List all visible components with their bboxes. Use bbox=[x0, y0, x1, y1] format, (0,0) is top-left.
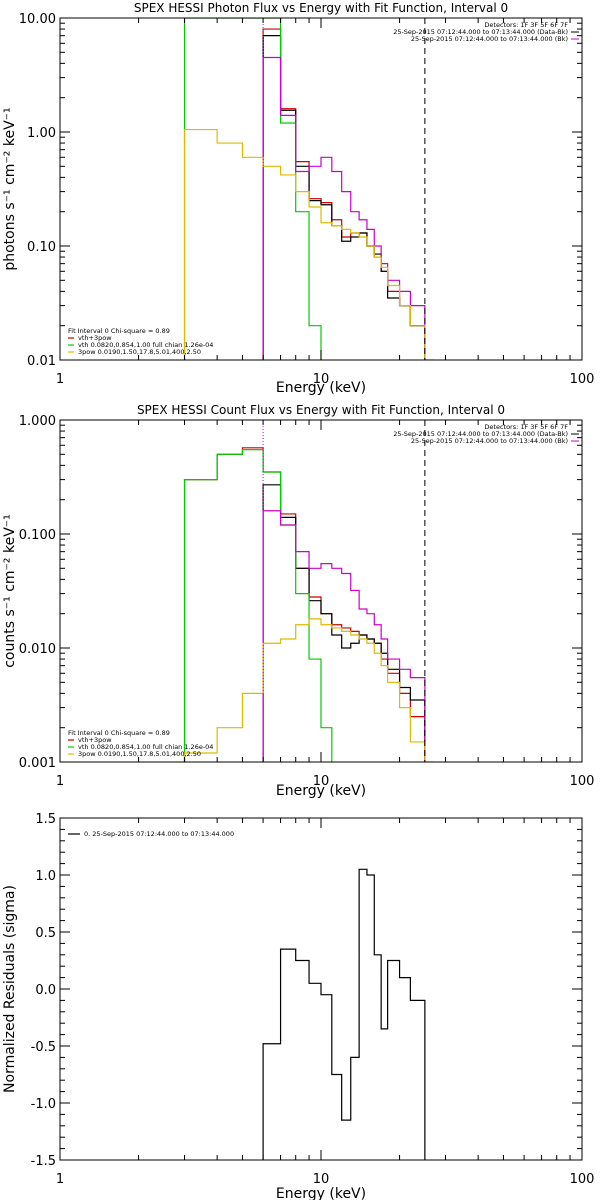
y-tick-label: -1.5 bbox=[31, 1154, 56, 1169]
chart-title: SPEX HESSI Count Flux vs Energy with Fit… bbox=[137, 403, 505, 417]
legend-bottom-entry: vth+3pow bbox=[78, 736, 112, 744]
legend-top-entry: 25-Sep-2015 07:12:44.000 to 07:13:44.000… bbox=[393, 430, 568, 438]
y-tick-label: 1.000 bbox=[19, 414, 56, 429]
legend-top-entry: Detectors: 1F 3F 5F 6F 7F bbox=[484, 423, 568, 431]
series-line-2 bbox=[262, 484, 426, 762]
y-tick-label: 0.5 bbox=[35, 926, 56, 941]
y-tick-label: 0.010 bbox=[19, 642, 56, 657]
chart-title: SPEX HESSI Photon Flux vs Energy with Fi… bbox=[134, 1, 508, 15]
y-tick-label: 1.00 bbox=[27, 126, 56, 141]
legend-top-entry: 0. 25-Sep-2015 07:12:44.000 to 07:13:44.… bbox=[84, 830, 234, 838]
series-line-4 bbox=[262, 56, 426, 360]
series-line-4 bbox=[262, 510, 426, 762]
x-tick-label: 100 bbox=[570, 1172, 595, 1187]
legend-top-entry: Detectors: 1F 3F 5F 6F 7F bbox=[484, 21, 568, 29]
y-axis-title: Normalized Residuals (sigma) bbox=[2, 885, 18, 1093]
y-tick-label: 0.01 bbox=[27, 354, 56, 369]
y-axis-title: counts s⁻¹ cm⁻² keV⁻¹ bbox=[2, 514, 18, 668]
series-group bbox=[183, 447, 434, 762]
y-tick-label: 0.10 bbox=[27, 240, 56, 255]
legend-bottom-entry: Fit Interval 0 Chi-square = 0.89 bbox=[68, 729, 170, 737]
x-tick-label: 1 bbox=[56, 372, 64, 387]
series-line-3 bbox=[183, 18, 322, 360]
legend-bottom-entry: 3pow 0.0190,1.50,17.8,5.01,400,2.50 bbox=[78, 750, 201, 758]
y-tick-label: 0.100 bbox=[19, 528, 56, 543]
legend-bottom-entry: vth+3pow bbox=[78, 334, 112, 342]
y-tick-label: 0.001 bbox=[19, 756, 56, 771]
legend-top-entry: 25-Sep-2015 07:12:44.000 to 07:13:44.000… bbox=[393, 28, 568, 36]
y-tick-label: 10.00 bbox=[19, 12, 56, 27]
x-tick-label: 10 bbox=[313, 372, 330, 387]
x-tick-label: 10 bbox=[313, 1172, 330, 1187]
series-line-1 bbox=[262, 868, 426, 1160]
y-tick-label: -0.5 bbox=[31, 1040, 56, 1055]
legend-bottom-entry: vth 0.0820,0.854,1.00 full chian 1.26e-0… bbox=[78, 743, 213, 751]
x-tick-label: 10 bbox=[313, 774, 330, 789]
legend-top-entry: 25-Sep-2015 07:12:44.000 to 07:13:44.000… bbox=[411, 437, 568, 445]
y-axis-title: photons s⁻¹ cm⁻² keV⁻¹ bbox=[2, 107, 18, 270]
series-line-3 bbox=[183, 448, 333, 762]
y-tick-label: 0.0 bbox=[35, 983, 56, 998]
series-line-5 bbox=[183, 618, 434, 762]
series-line-1 bbox=[183, 447, 426, 762]
y-tick-label: 1.0 bbox=[35, 869, 56, 884]
y-tick-label: 1.5 bbox=[35, 812, 56, 827]
y-tick-label: -1.0 bbox=[31, 1097, 56, 1112]
chart-panel-2: SPEX HESSI Count Flux vs Energy with Fit… bbox=[2, 403, 594, 799]
legend-bottom-entry: vth 0.0820,0.854,1.00 full chian 1.26e-0… bbox=[78, 341, 213, 349]
legend-top-entry: 25-Sep-2015 07:12:44.000 to 07:13:44.000… bbox=[411, 35, 568, 43]
x-tick-label: 100 bbox=[570, 372, 595, 387]
series-line-5 bbox=[183, 128, 434, 360]
x-axis-title: Energy (keV) bbox=[276, 1186, 366, 1200]
x-axis-title: Energy (keV) bbox=[276, 783, 366, 799]
x-tick-label: 1 bbox=[56, 1172, 64, 1187]
legend-bottom-entry: 3pow 0.0190,1.50,17.8,5.01,400,2.50 bbox=[78, 348, 201, 356]
series-line-1 bbox=[262, 28, 426, 360]
plot-frame bbox=[59, 17, 583, 361]
series-group bbox=[183, 18, 434, 360]
x-tick-label: 1 bbox=[56, 774, 64, 789]
legend-bottom-entry: Fit Interval 0 Chi-square = 0.89 bbox=[68, 327, 170, 335]
x-tick-label: 100 bbox=[570, 774, 595, 789]
chart-panel-1: SPEX HESSI Photon Flux vs Energy with Fi… bbox=[2, 1, 594, 396]
series-group bbox=[262, 868, 426, 1160]
x-axis-title: Energy (keV) bbox=[276, 380, 366, 396]
chart-panel-3: 1 10 100 -1.5 -1.0 -0.5 0.0 0.5 1.0 1.5 Energy (ke… bbox=[2, 812, 594, 1200]
series-line-2 bbox=[262, 35, 426, 360]
